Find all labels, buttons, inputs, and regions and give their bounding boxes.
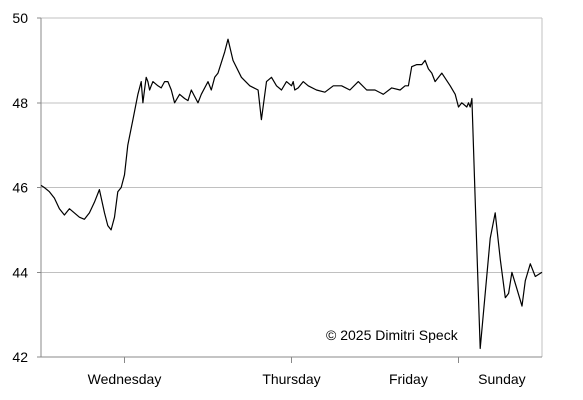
x-tick-label: Wednesday: [88, 371, 162, 387]
copyright-annotation: © 2025 Dimitri Speck: [326, 327, 459, 343]
y-tick-label: 44: [12, 264, 28, 280]
series-line-0: [40, 38, 543, 350]
x-tick-label: Thursday: [262, 371, 320, 387]
y-tick-label: 50: [12, 10, 28, 26]
gridlines: [41, 17, 543, 358]
x-tick-labels: Wednesday Thursday Friday Sunday: [88, 371, 526, 387]
axes: [37, 17, 542, 363]
x-tick-label: Friday: [389, 371, 428, 387]
x-tick-label: Sunday: [478, 371, 525, 387]
y-tick-label: 46: [12, 180, 28, 196]
y-tick-label: 42: [12, 349, 28, 365]
series-lines: [40, 38, 543, 350]
y-tick-labels: 42 44 46 48 50: [12, 10, 28, 365]
y-tick-label: 48: [12, 95, 28, 111]
